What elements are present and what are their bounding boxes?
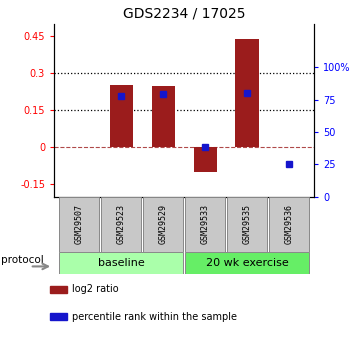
- Bar: [185, 252, 309, 274]
- Bar: [193, 147, 217, 172]
- Text: GSM29533: GSM29533: [201, 204, 210, 244]
- Text: GSM29536: GSM29536: [284, 204, 293, 244]
- Text: GSM29507: GSM29507: [75, 204, 84, 244]
- Text: GSM29523: GSM29523: [117, 204, 126, 244]
- Bar: [185, 197, 225, 252]
- Bar: [235, 39, 258, 147]
- Text: percentile rank within the sample: percentile rank within the sample: [72, 312, 237, 322]
- Text: GSM29529: GSM29529: [158, 204, 168, 244]
- Bar: [152, 86, 175, 147]
- Bar: [50, 286, 68, 293]
- Bar: [60, 197, 99, 252]
- Text: baseline: baseline: [98, 258, 145, 268]
- Bar: [269, 197, 309, 252]
- Bar: [143, 197, 183, 252]
- Bar: [110, 85, 133, 147]
- Bar: [101, 197, 141, 252]
- Text: protocol: protocol: [1, 255, 44, 265]
- Bar: [50, 313, 68, 321]
- Text: 20 wk exercise: 20 wk exercise: [206, 258, 288, 268]
- Title: GDS2234 / 17025: GDS2234 / 17025: [123, 6, 245, 20]
- Bar: [227, 197, 267, 252]
- Text: GSM29535: GSM29535: [243, 204, 252, 244]
- Bar: [60, 252, 183, 274]
- Text: log2 ratio: log2 ratio: [72, 284, 119, 294]
